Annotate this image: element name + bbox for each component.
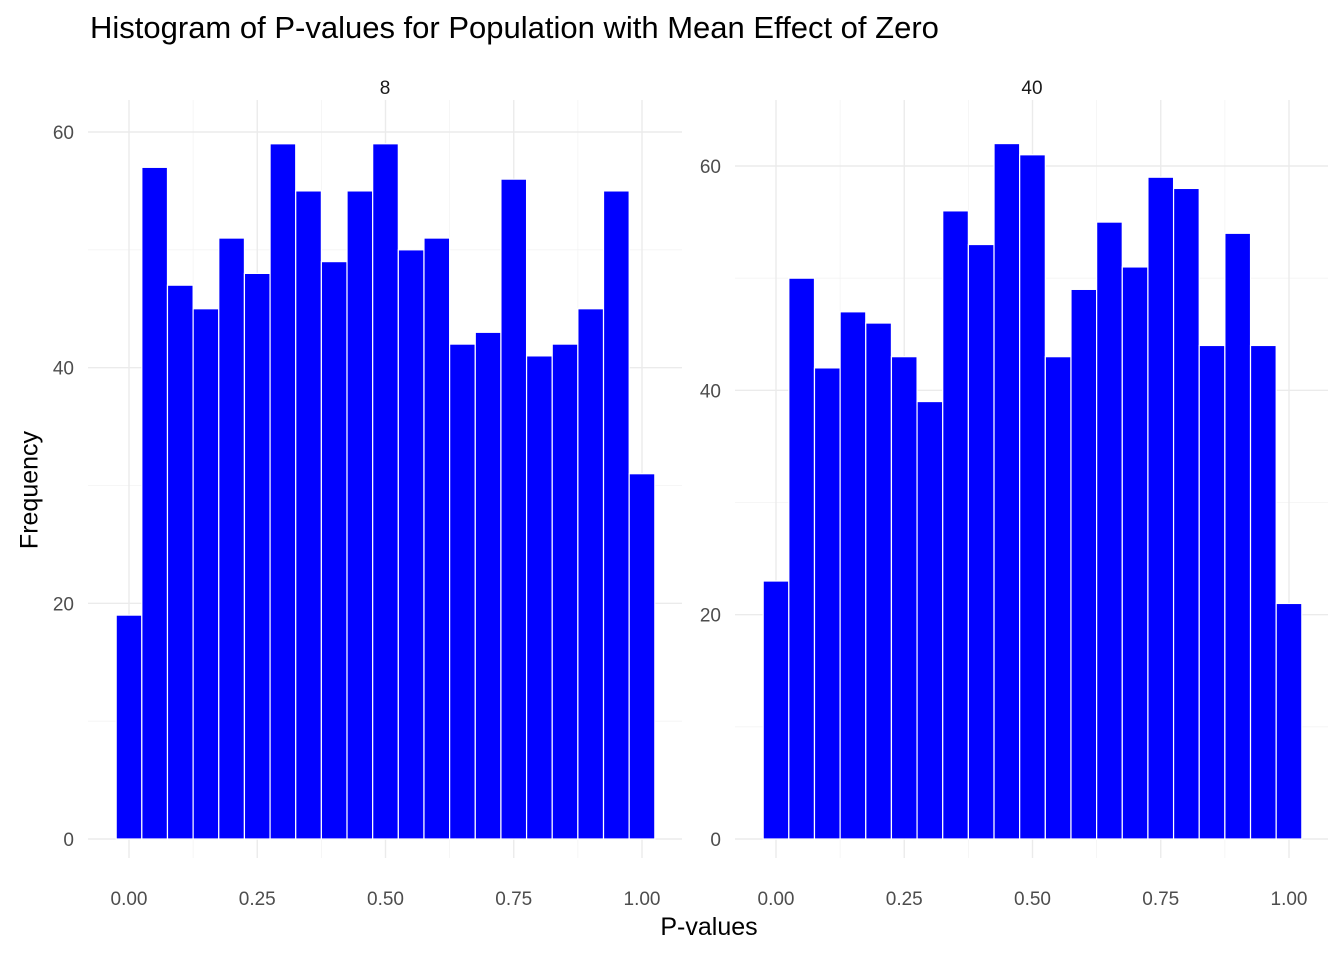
chart-title: Histogram of P-values for Population wit… — [90, 10, 939, 45]
histogram-bar — [628, 473, 656, 840]
histogram-bar — [500, 178, 528, 840]
histogram-bar — [839, 311, 867, 840]
histogram-bar — [967, 243, 995, 840]
histogram-bar — [916, 400, 944, 840]
histogram-bar — [1096, 221, 1123, 840]
histogram-bar — [525, 355, 553, 840]
histogram-bar — [788, 277, 816, 840]
x-tick-label: 0.50 — [367, 889, 404, 910]
histogram-bar — [762, 580, 790, 840]
histogram-bar — [1172, 187, 1200, 840]
histogram-bar — [1224, 232, 1252, 840]
y-tick-label: 20 — [53, 594, 74, 615]
histogram-bar — [1121, 266, 1149, 840]
x-axis-label: P-values — [660, 913, 758, 941]
histogram-bar — [218, 237, 246, 840]
histogram-bar — [269, 143, 297, 840]
x-tick-label: 0.75 — [495, 889, 532, 910]
histogram-bar — [813, 367, 841, 840]
histogram-bar — [243, 272, 271, 840]
histogram-bar — [942, 210, 969, 840]
histogram-bar — [141, 166, 169, 840]
histogram-bar — [449, 343, 476, 840]
y-tick-label: 20 — [700, 606, 721, 627]
x-tick-label: 0.25 — [886, 889, 923, 910]
histogram-bar — [1019, 154, 1046, 840]
histogram-bar — [192, 308, 220, 840]
histogram-bar — [166, 284, 194, 840]
x-tick-label: 0.50 — [1014, 889, 1051, 910]
x-tick-label: 1.00 — [624, 889, 661, 910]
histogram-bar — [890, 356, 918, 840]
x-tick-label: 0.25 — [239, 889, 276, 910]
y-tick-label: 40 — [53, 359, 74, 380]
x-tick-label: 0.75 — [1142, 889, 1179, 910]
histogram-bar — [865, 322, 893, 840]
histogram-bar — [551, 343, 579, 840]
histogram-bar — [474, 331, 502, 840]
histogram-bar — [577, 308, 605, 840]
histogram-bar — [1249, 344, 1277, 840]
y-tick-label: 40 — [700, 381, 721, 402]
x-tick-label: 1.00 — [1271, 889, 1308, 910]
histogram-bar — [320, 261, 348, 840]
histogram-bar — [397, 249, 425, 840]
y-tick-label: 60 — [700, 157, 721, 178]
histogram-bar — [295, 190, 322, 840]
histogram-bar — [1275, 602, 1303, 840]
histogram-bar — [1147, 176, 1175, 840]
facet-strip-label: 40 — [1021, 78, 1042, 99]
x-tick-label: 0.00 — [758, 889, 795, 910]
histogram-bar — [1070, 288, 1098, 840]
x-tick-label: 0.00 — [111, 889, 148, 910]
histogram-bar — [602, 190, 630, 840]
histogram-bar — [115, 614, 143, 840]
histogram-bar — [346, 190, 374, 840]
y-tick-label: 0 — [63, 830, 74, 851]
y-tick-label: 60 — [53, 123, 74, 144]
histogram-bar — [372, 143, 399, 840]
histogram-bar — [1044, 356, 1072, 840]
histogram-bar — [993, 142, 1021, 840]
histogram-bar — [423, 237, 451, 840]
y-tick-label: 0 — [710, 830, 721, 851]
facet-strip-label: 8 — [380, 78, 391, 99]
histogram-bar — [1198, 344, 1226, 840]
